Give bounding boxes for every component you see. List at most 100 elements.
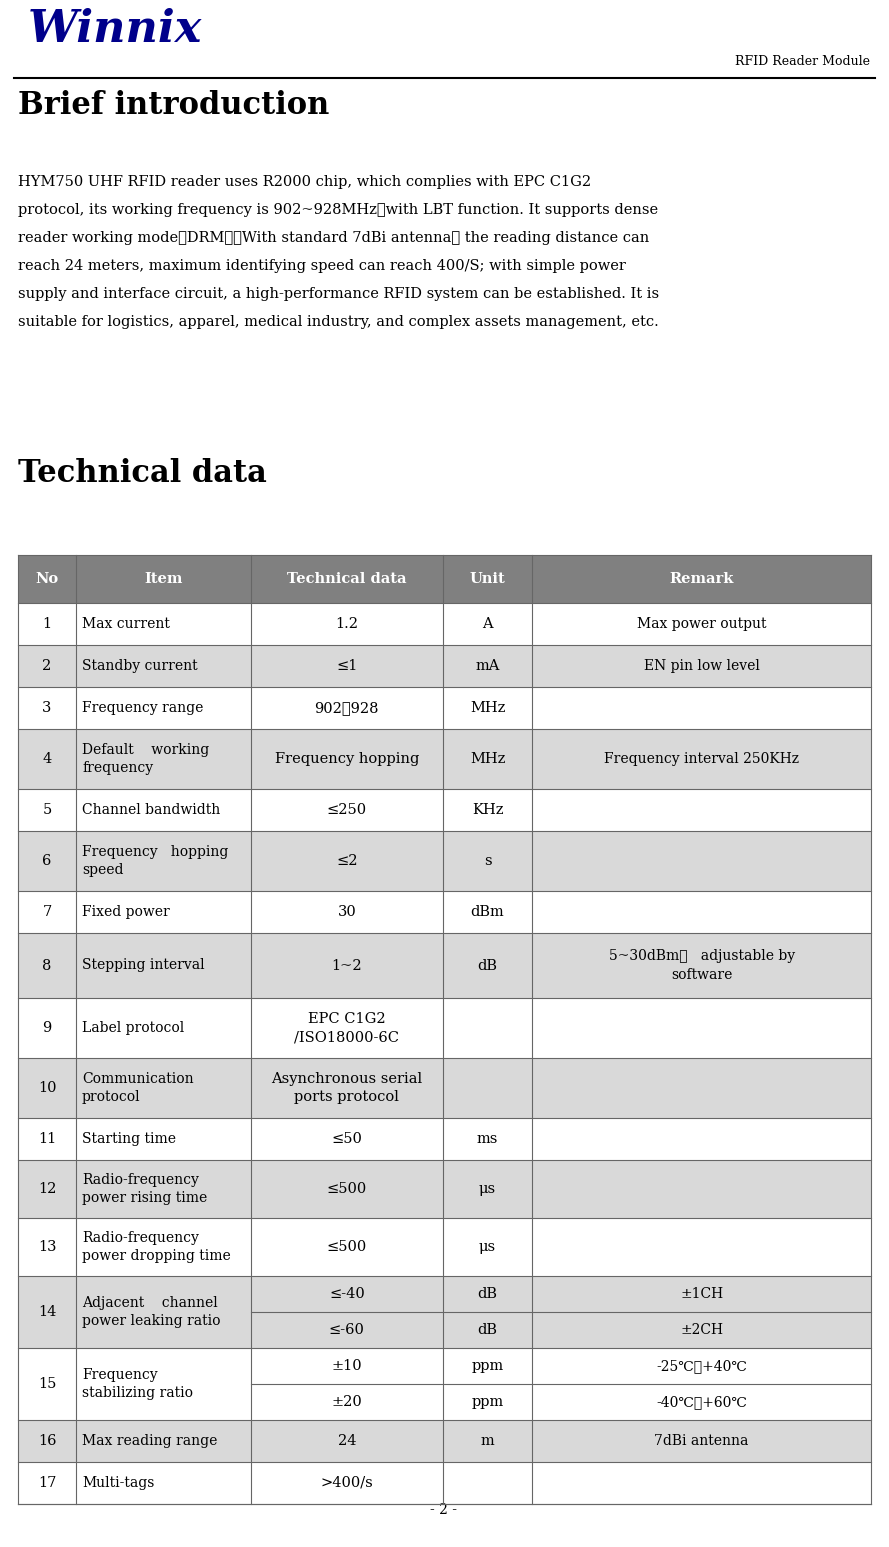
Text: Max power output: Max power output (637, 617, 766, 631)
Bar (18, 1276, 871, 1312)
Text: 17: 17 (38, 1476, 56, 1490)
Text: ±20: ±20 (332, 1395, 362, 1409)
Text: Standby current: Standby current (82, 659, 197, 673)
Bar (18, 687, 871, 729)
Text: Frequency interval 250KHz: Frequency interval 250KHz (605, 752, 799, 766)
Text: Unit: Unit (469, 572, 506, 586)
Text: 1: 1 (43, 617, 52, 631)
Text: 24: 24 (338, 1434, 356, 1448)
Text: Multi-tags: Multi-tags (82, 1476, 155, 1490)
Text: RFID Reader Module: RFID Reader Module (735, 56, 870, 68)
Bar (18, 555, 871, 603)
Text: -40℃～+60℃: -40℃～+60℃ (656, 1395, 747, 1409)
Text: MHz: MHz (470, 701, 505, 715)
Text: dB: dB (477, 1323, 498, 1337)
Bar (18, 831, 871, 891)
Text: ppm: ppm (471, 1358, 504, 1374)
Text: 1~2: 1~2 (332, 959, 362, 973)
Text: ±10: ±10 (332, 1358, 362, 1374)
Text: 5~30dBm，   adjustable by
software: 5~30dBm， adjustable by software (609, 950, 795, 982)
Bar (18, 998, 871, 1058)
Bar (18, 891, 871, 933)
Bar (18, 1312, 871, 1347)
Text: 4: 4 (43, 752, 52, 766)
Bar (18, 1420, 871, 1462)
Text: dB: dB (477, 959, 498, 973)
Text: 1.2: 1.2 (335, 617, 358, 631)
Bar (18, 1160, 871, 1217)
Bar (18, 933, 871, 998)
Text: ≤2: ≤2 (336, 854, 357, 868)
Text: 2: 2 (43, 659, 52, 673)
Text: Fixed power: Fixed power (82, 905, 170, 919)
Text: 11: 11 (38, 1132, 56, 1146)
Text: 13: 13 (37, 1241, 56, 1255)
Text: Radio-frequency
power dropping time: Radio-frequency power dropping time (82, 1231, 231, 1264)
Text: μs: μs (479, 1182, 496, 1196)
Text: MHz: MHz (470, 752, 505, 766)
Text: m: m (481, 1434, 494, 1448)
Text: Frequency
stabilizing ratio: Frequency stabilizing ratio (82, 1368, 193, 1400)
Text: EPC C1G2
/ISO18000-6C: EPC C1G2 /ISO18000-6C (294, 1012, 399, 1044)
Text: 14: 14 (38, 1306, 56, 1320)
Text: 10: 10 (37, 1081, 56, 1095)
Text: Communication
protocol: Communication protocol (82, 1072, 194, 1105)
Text: Brief introduction: Brief introduction (18, 90, 330, 121)
Text: Channel bandwidth: Channel bandwidth (82, 803, 220, 817)
Text: Default    working
frequency: Default working frequency (82, 743, 209, 775)
Text: Starting time: Starting time (82, 1132, 176, 1146)
Text: 9: 9 (43, 1021, 52, 1035)
Text: Frequency hopping: Frequency hopping (275, 752, 419, 766)
Bar (18, 789, 871, 831)
Text: μs: μs (479, 1241, 496, 1255)
Text: 3: 3 (43, 701, 52, 715)
Text: HYM750 UHF RFID reader uses R2000 chip, which complies with EPC C1G2: HYM750 UHF RFID reader uses R2000 chip, … (18, 175, 591, 189)
Text: s: s (484, 854, 492, 868)
Text: ±1CH: ±1CH (680, 1287, 724, 1301)
Bar (18, 1058, 871, 1118)
Text: KHz: KHz (472, 803, 503, 817)
Text: 6: 6 (43, 854, 52, 868)
Text: reader working mode（DRM）。With standard 7dBi antenna， the reading distance can: reader working mode（DRM）。With standard 7… (18, 231, 649, 244)
Text: >400/s: >400/s (320, 1476, 373, 1490)
Text: 12: 12 (38, 1182, 56, 1196)
Text: No: No (36, 572, 59, 586)
Bar (18, 1385, 871, 1420)
Text: Radio-frequency
power rising time: Radio-frequency power rising time (82, 1173, 207, 1205)
Text: Max reading range: Max reading range (82, 1434, 218, 1448)
Text: Adjacent    channel
power leaking ratio: Adjacent channel power leaking ratio (82, 1296, 220, 1329)
Text: 16: 16 (37, 1434, 56, 1448)
Text: ≤500: ≤500 (326, 1241, 367, 1255)
Text: Item: Item (144, 572, 182, 586)
Text: 5: 5 (43, 803, 52, 817)
Text: 8: 8 (43, 959, 52, 973)
Text: 7dBi antenna: 7dBi antenna (654, 1434, 749, 1448)
Text: ms: ms (477, 1132, 498, 1146)
Text: ppm: ppm (471, 1395, 504, 1409)
Bar (18, 1347, 871, 1385)
Text: A: A (482, 617, 493, 631)
Text: Label protocol: Label protocol (82, 1021, 184, 1035)
Bar (18, 1118, 871, 1160)
Text: Max current: Max current (82, 617, 170, 631)
Text: 30: 30 (338, 905, 356, 919)
Text: protocol, its working frequency is 902~928MHz，with LBT function. It supports den: protocol, its working frequency is 902~9… (18, 203, 658, 217)
Text: ≤50: ≤50 (332, 1132, 363, 1146)
Text: -25℃～+40℃: -25℃～+40℃ (656, 1358, 747, 1374)
Text: suitable for logistics, apparel, medical industry, and complex assets management: suitable for logistics, apparel, medical… (18, 316, 659, 330)
Text: ≤250: ≤250 (327, 803, 367, 817)
Text: Technical data: Technical data (287, 572, 406, 586)
Text: ±2CH: ±2CH (680, 1323, 723, 1337)
Text: Frequency range: Frequency range (82, 701, 204, 715)
Text: Asynchronous serial
ports protocol: Asynchronous serial ports protocol (271, 1072, 422, 1105)
Text: dBm: dBm (470, 905, 504, 919)
Bar (18, 1217, 871, 1276)
Text: 902～928: 902～928 (315, 701, 379, 715)
Text: Winnix: Winnix (28, 8, 203, 51)
Bar (18, 603, 871, 645)
Text: Remark: Remark (669, 572, 733, 586)
Text: 15: 15 (38, 1377, 56, 1391)
Text: ≤-60: ≤-60 (329, 1323, 364, 1337)
Text: reach 24 meters, maximum identifying speed can reach 400/S; with simple power: reach 24 meters, maximum identifying spe… (18, 258, 626, 272)
Text: Stepping interval: Stepping interval (82, 959, 204, 973)
